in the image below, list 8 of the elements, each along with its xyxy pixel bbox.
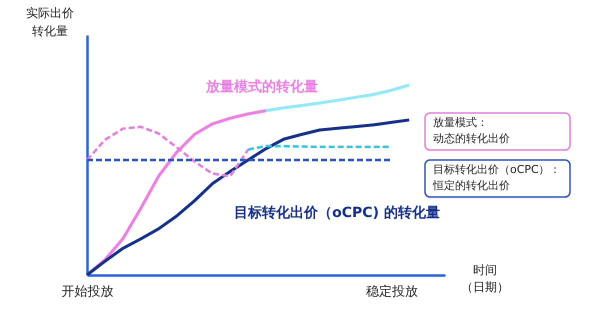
x-axis-title: 时间（日期） <box>461 263 509 294</box>
x-tick-label: 开始投放 <box>62 284 114 300</box>
text: 目标转化出价（oCPC) 的转化量 <box>234 205 440 221</box>
text: 放量模式：动态的转化出价 <box>433 116 510 145</box>
text: 目标转化出价（oCPC）：恒定的转化出价 <box>432 163 561 192</box>
x-tick-label: 稳定投放 <box>366 284 418 300</box>
series-label: 放量模式的转化量 <box>205 79 318 95</box>
y-axis-title: 实际出价转化量 <box>26 6 74 38</box>
